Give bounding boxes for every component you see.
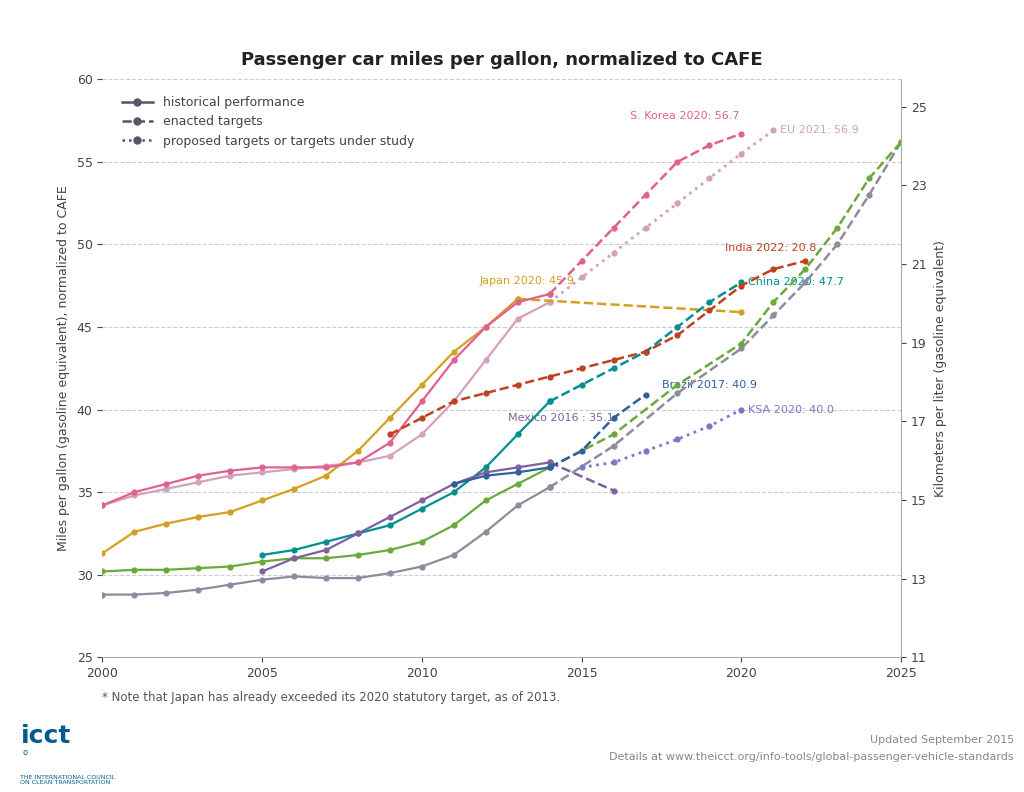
Text: Mexico 2016 : 35.1: Mexico 2016 : 35.1 — [508, 413, 614, 423]
Legend: historical performance, enacted targets, proposed targets or targets under study: historical performance, enacted targets,… — [117, 91, 419, 153]
Text: China 2020: 47.7: China 2020: 47.7 — [748, 277, 844, 287]
Title: Passenger car miles per gallon, normalized to CAFE: Passenger car miles per gallon, normaliz… — [241, 51, 763, 70]
Text: Japan 2020: 45.9: Japan 2020: 45.9 — [479, 276, 574, 286]
Text: icct: icct — [20, 725, 71, 748]
Text: S. Korea 2020: 56.7: S. Korea 2020: 56.7 — [630, 111, 739, 120]
Text: EU 2021: 56.9: EU 2021: 56.9 — [779, 125, 858, 135]
Text: THE INTERNATIONAL COUNCIL
ON CLEAN TRANSPORTATION: THE INTERNATIONAL COUNCIL ON CLEAN TRANS… — [20, 775, 116, 786]
Text: India 2022: 20.8: India 2022: 20.8 — [725, 242, 817, 253]
Y-axis label: Kilometers per liter (gasoline equivalent): Kilometers per liter (gasoline equivalen… — [934, 240, 946, 497]
Text: KSA 2020: 40.0: KSA 2020: 40.0 — [748, 405, 834, 414]
Text: * Note that Japan has already exceeded its 2020 statutory target, as of 2013.: * Note that Japan has already exceeded i… — [102, 691, 560, 704]
Text: o: o — [23, 748, 28, 757]
Text: Brazil 2017: 40.9: Brazil 2017: 40.9 — [662, 380, 757, 390]
Text: Details at www.theicct.org/info-tools/global-passenger-vehicle-standards: Details at www.theicct.org/info-tools/gl… — [609, 752, 1014, 763]
Text: Updated September 2015: Updated September 2015 — [869, 735, 1014, 745]
Y-axis label: Miles per gallon (gasoline equivalent), normalized to CAFE: Miles per gallon (gasoline equivalent), … — [56, 185, 70, 551]
